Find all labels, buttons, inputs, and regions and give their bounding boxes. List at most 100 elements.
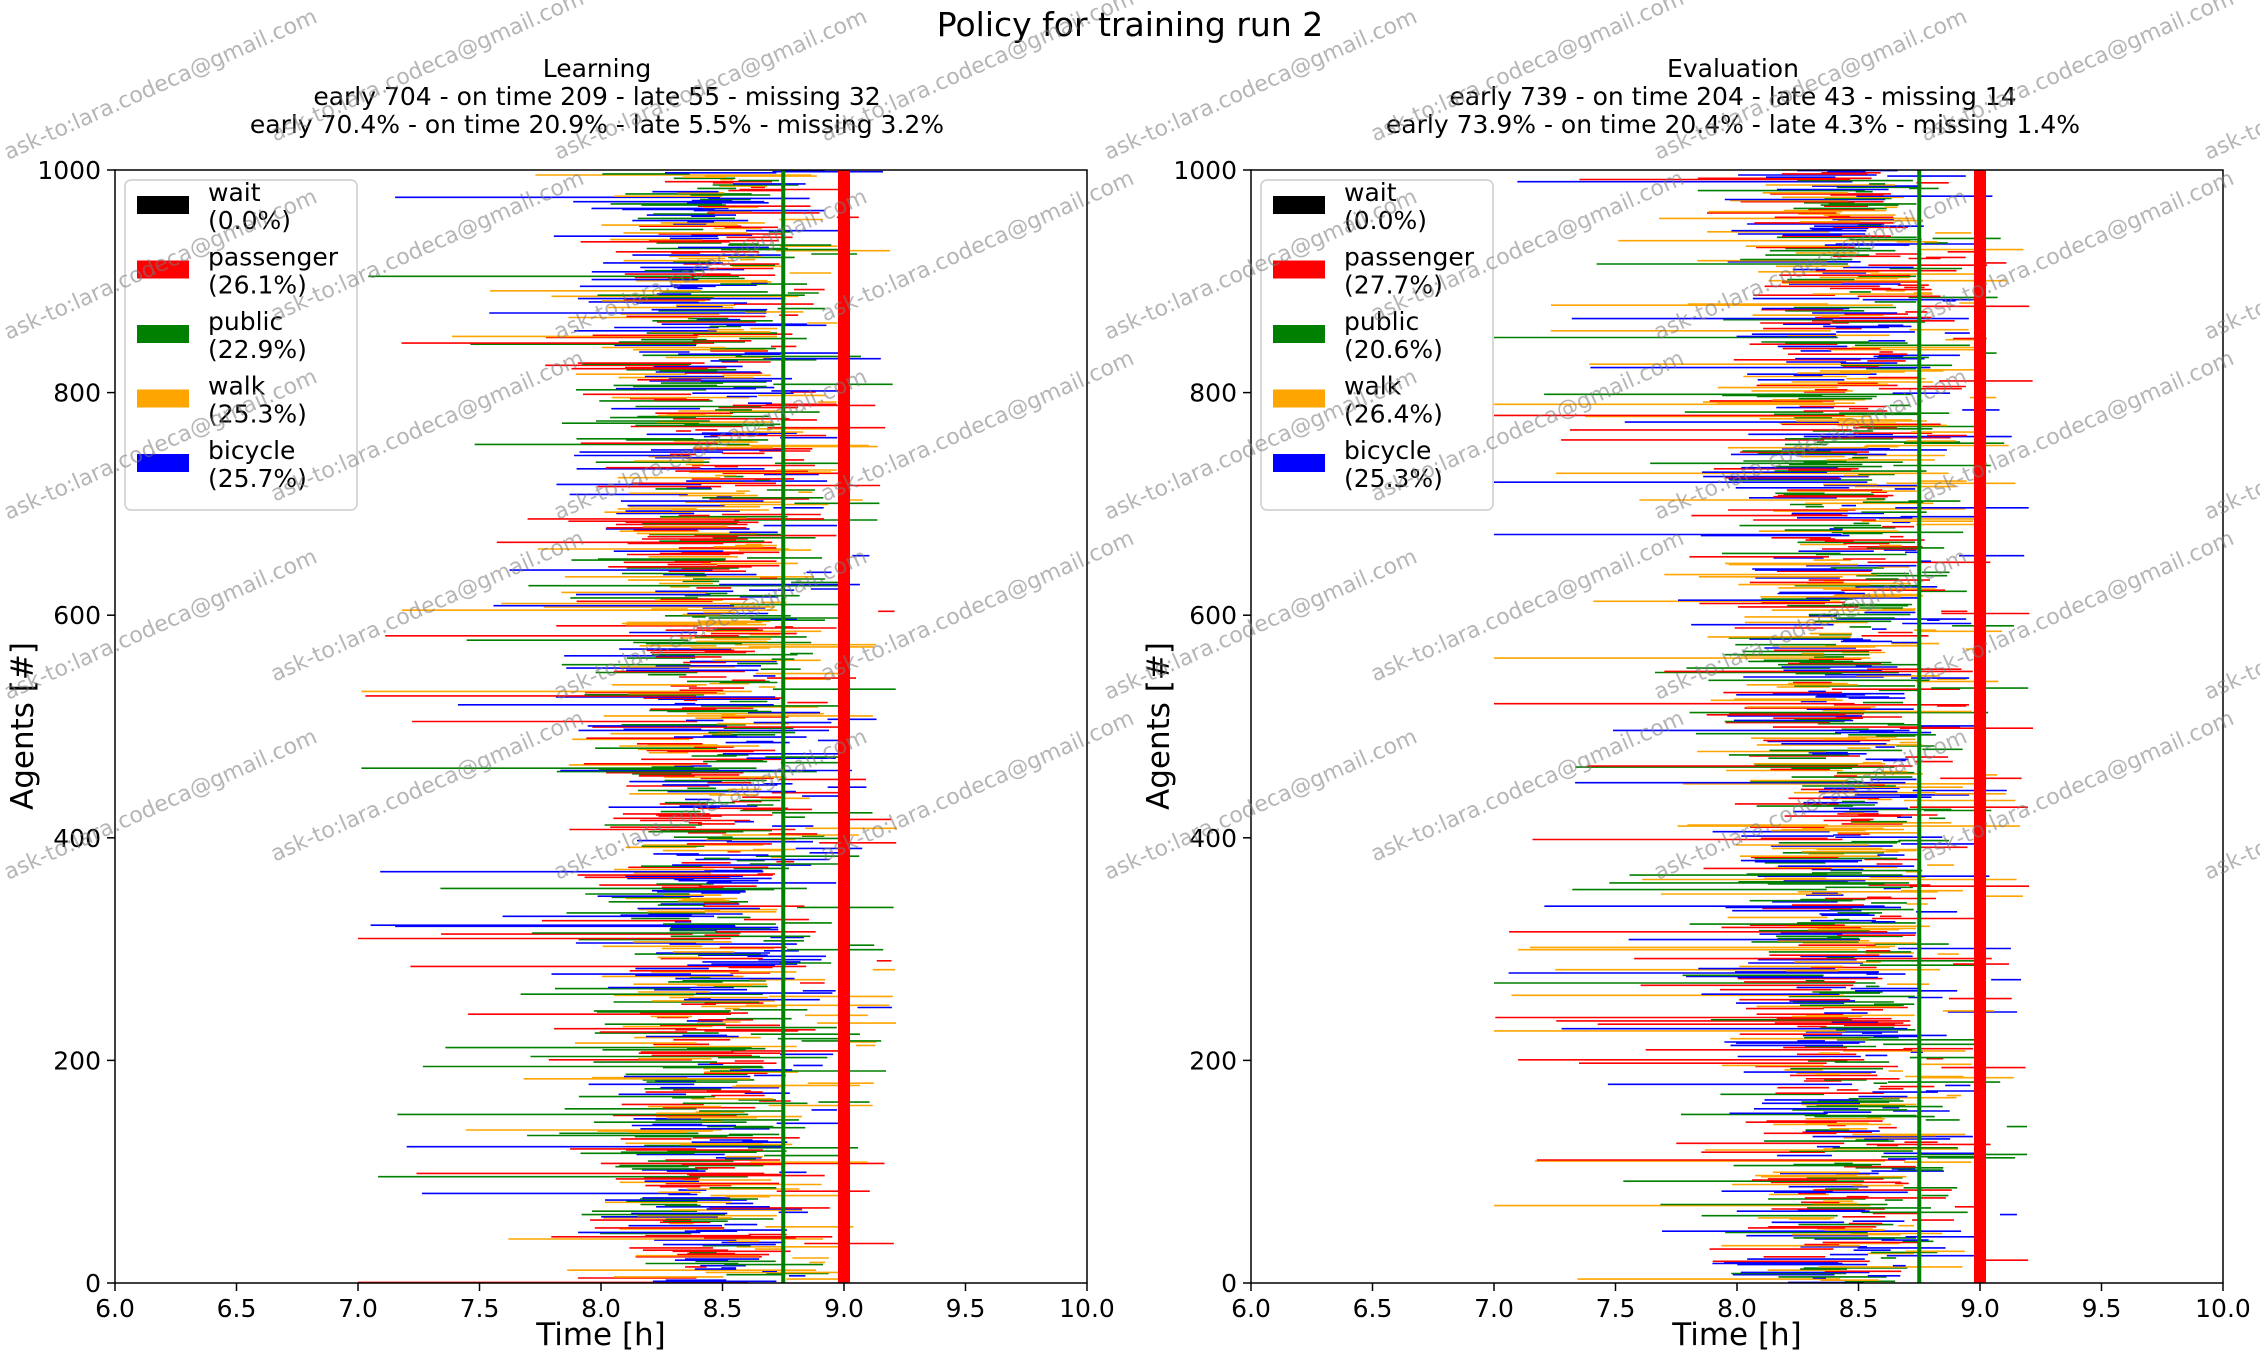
- legend-swatch-wait: [1273, 196, 1325, 214]
- x-tick-label: 6.0: [1231, 1294, 1271, 1323]
- watermark-text: ask-to:lara.codeca@gmail.com: [1917, 706, 2238, 867]
- y-axis-label-evaluation: Agents [#]: [1141, 642, 1177, 810]
- legend-swatch-public: [137, 325, 189, 343]
- watermark-text: ask-to:lara.codeca@gmail.com: [0, 4, 321, 165]
- x-tick-label: 8.5: [703, 1294, 743, 1323]
- watermark-text: ask-to:lara.codeca@gmail.com: [817, 346, 1138, 507]
- legend-label-passenger: passenger: [1344, 243, 1475, 272]
- legend-share-bicycle: (25.7%): [208, 464, 307, 493]
- legend-swatch-public: [1273, 325, 1325, 343]
- legend-swatch-passenger: [137, 260, 189, 279]
- y-tick-label: 400: [53, 824, 101, 853]
- watermark-text: ask-to:lara.codeca@gmail.com: [2200, 184, 2260, 345]
- y-tick-label: 200: [1189, 1046, 1237, 1075]
- panel-percent-learning: early 70.4% - on time 20.9% - late 5.5% …: [250, 110, 944, 139]
- legend-label-public: public: [208, 307, 283, 336]
- bars-evaluation: [1494, 169, 2033, 1284]
- figure-title: Policy for training run 2: [937, 5, 1324, 44]
- x-tick-label: 8.5: [1839, 1294, 1879, 1323]
- watermark-text: ask-to:lara.codeca@gmail.com: [1367, 706, 1688, 867]
- panel-percent-evaluation: early 73.9% - on time 20.4% - late 4.3% …: [1386, 110, 2080, 139]
- x-tick-label: 9.5: [2082, 1294, 2122, 1323]
- legend-swatch-bicycle: [1273, 454, 1325, 472]
- watermark-text: ask-to:lara.codeca@gmail.com: [2200, 724, 2260, 885]
- watermark-text: ask-to:lara.codeca@gmail.com: [1917, 166, 2238, 327]
- y-tick-label: 1000: [37, 156, 101, 185]
- watermark-text: ask-to:lara.codeca@gmail.com: [817, 526, 1138, 687]
- y-tick-label: 0: [1221, 1269, 1237, 1298]
- legend-share-bicycle: (25.3%): [1344, 464, 1443, 493]
- watermark-text: ask-to:lara.codeca@gmail.com: [267, 526, 588, 687]
- legend-share-public: (20.6%): [1344, 335, 1443, 364]
- legend-swatch-passenger: [1273, 260, 1325, 279]
- legend-evaluation: wait(0.0%) passenger(27.7%) public(20.6%) w…: [1260, 178, 1494, 511]
- legend-swatch-walk: [1273, 389, 1325, 408]
- x-tick-label: 6.0: [95, 1294, 135, 1323]
- reference-lines-learning: [781, 170, 850, 1283]
- y-tick-label: 800: [53, 379, 101, 408]
- x-tick-label: 6.5: [1353, 1294, 1393, 1323]
- x-tick-label: 9.0: [824, 1294, 864, 1323]
- legend-label-bicycle: bicycle: [208, 436, 295, 465]
- watermark-text: ask-to:lara.codeca@gmail.com: [0, 724, 321, 885]
- legend-swatch-bicycle: [137, 454, 189, 472]
- legend-label-walk: walk: [1344, 372, 1402, 401]
- y-tick-label: 400: [1189, 824, 1237, 853]
- x-tick-label: 9.0: [1960, 1294, 2000, 1323]
- panel-title-evaluation: Evaluation: [1667, 54, 1799, 83]
- legend-swatch-wait: [137, 196, 189, 214]
- x-tick-label: 7.5: [460, 1294, 500, 1323]
- legend-label-bicycle: bicycle: [1344, 436, 1431, 465]
- x-tick-label: 8.0: [1717, 1294, 1757, 1323]
- y-tick-label: 800: [1189, 379, 1237, 408]
- watermark-text: ask-to:lara.codeca@gmail.com: [2200, 544, 2260, 705]
- x-tick-label: 7.0: [1474, 1294, 1514, 1323]
- x-axis-label-evaluation: Time [h]: [1671, 1317, 1802, 1353]
- legend-swatch-walk: [137, 389, 189, 408]
- learning-panel: Learning early 704 - on time 209 - late …: [5, 54, 1115, 1353]
- x-tick-label: 8.0: [581, 1294, 621, 1323]
- legend-learning: wait(0.0%) passenger(26.1%) public(22.9%) w…: [124, 178, 358, 511]
- bars-learning: [358, 169, 897, 1284]
- evaluation-panel: Evaluation early 739 - on time 204 - lat…: [1141, 54, 2251, 1353]
- x-tick-label: 7.0: [338, 1294, 378, 1323]
- legend-label-wait: wait: [1344, 178, 1397, 207]
- watermark-text: ask-to:lara.codeca@gmail.com: [2200, 4, 2260, 165]
- watermark-text: ask-to:lara.codeca@gmail.com: [1100, 544, 1421, 705]
- watermark-text: ask-to:lara.codeca@gmail.com: [0, 544, 321, 705]
- legend-share-passenger: (26.1%): [208, 271, 307, 300]
- y-tick-label: 0: [85, 1269, 101, 1298]
- legend-label-walk: walk: [208, 372, 266, 401]
- x-tick-label: 10.0: [1059, 1294, 1115, 1323]
- x-axis-label-learning: Time [h]: [535, 1317, 666, 1353]
- y-tick-label: 600: [53, 601, 101, 630]
- legend-share-wait: (0.0%): [208, 206, 291, 235]
- panel-title-learning: Learning: [543, 54, 652, 83]
- panel-counts-evaluation: early 739 - on time 204 - late 43 - miss…: [1449, 82, 2016, 111]
- legend-share-public: (22.9%): [208, 335, 307, 364]
- x-ticks-evaluation: 6.0 6.5 7.0 7.5 8.0 8.5 9.0 9.5 10.0: [1231, 1283, 2251, 1323]
- legend-share-walk: (25.3%): [208, 400, 307, 429]
- y-ticks-learning: 0 200 400 600 800 1000: [37, 156, 115, 1298]
- x-tick-label: 9.5: [946, 1294, 986, 1323]
- x-tick-label: 7.5: [1596, 1294, 1636, 1323]
- reference-lines-evaluation: [1917, 170, 1986, 1283]
- watermark-text: ask-to:lara.codeca@gmail.com: [2200, 364, 2260, 525]
- legend-label-passenger: passenger: [208, 243, 339, 272]
- legend-share-wait: (0.0%): [1344, 206, 1427, 235]
- legend-share-passenger: (27.7%): [1344, 271, 1443, 300]
- legend-share-walk: (26.4%): [1344, 400, 1443, 429]
- watermark-text: ask-to:lara.codeca@gmail.com: [267, 706, 588, 867]
- watermark-text: ask-to:lara.codeca@gmail.com: [1917, 526, 2238, 687]
- y-axis-label-learning: Agents [#]: [5, 642, 41, 810]
- panel-counts-learning: early 704 - on time 209 - late 55 - miss…: [313, 82, 880, 111]
- y-ticks-evaluation: 0 200 400 600 800 1000: [1173, 156, 1251, 1298]
- x-tick-label: 10.0: [2195, 1294, 2251, 1323]
- y-tick-label: 600: [1189, 601, 1237, 630]
- legend-label-wait: wait: [208, 178, 261, 207]
- x-ticks-learning: 6.0 6.5 7.0 7.5 8.0 8.5 9.0 9.5 10.0: [95, 1283, 1115, 1323]
- watermark-text: ask-to:lara.codeca@gmail.com: [1367, 526, 1688, 687]
- y-tick-label: 200: [53, 1046, 101, 1075]
- y-tick-label: 1000: [1173, 156, 1237, 185]
